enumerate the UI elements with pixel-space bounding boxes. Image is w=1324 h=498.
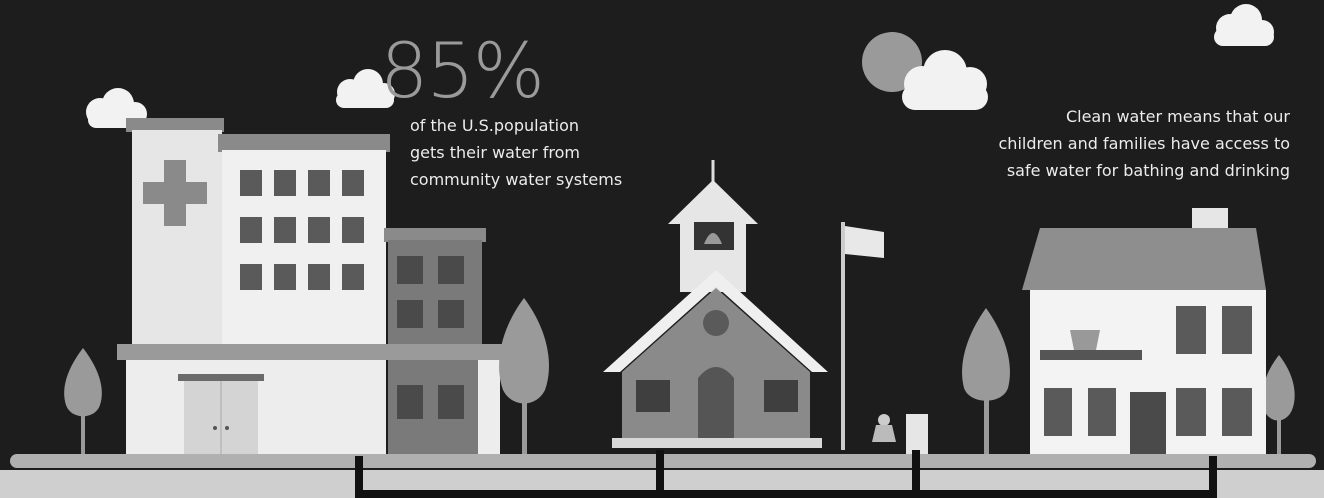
shape — [81, 405, 85, 455]
shape — [1209, 456, 1217, 498]
shape — [1044, 306, 1252, 436]
shape — [1192, 208, 1228, 228]
shape — [1088, 388, 1116, 436]
shape — [704, 233, 722, 244]
message-line: children and families have access to — [999, 134, 1291, 153]
shape — [1070, 330, 1100, 350]
trees — [64, 298, 1295, 455]
shape — [872, 425, 896, 442]
shape — [1222, 306, 1252, 354]
shape — [1176, 306, 1206, 354]
stat-line: gets their water from — [410, 143, 580, 162]
shape — [1277, 410, 1281, 455]
shape — [397, 256, 423, 284]
shape — [64, 348, 102, 417]
shape — [656, 450, 664, 492]
shape — [703, 310, 729, 336]
shape — [841, 222, 845, 450]
shape — [336, 92, 394, 108]
shape — [225, 426, 229, 430]
message-line: Clean water means that our — [1066, 107, 1290, 126]
shape — [274, 217, 296, 243]
shape — [178, 374, 264, 381]
shape — [906, 414, 928, 454]
stat-value: 85% — [380, 26, 543, 115]
shape — [603, 270, 828, 372]
shape — [438, 256, 464, 284]
shape — [218, 134, 390, 152]
message-line: safe water for bathing and drinking — [1007, 161, 1290, 180]
shape — [397, 300, 423, 328]
shape — [274, 264, 296, 290]
shape — [308, 170, 330, 196]
shape — [612, 438, 822, 448]
shape — [274, 170, 296, 196]
shape — [1130, 392, 1166, 455]
stat-line: community water systems — [410, 170, 622, 189]
shape — [902, 84, 988, 110]
school — [603, 160, 928, 454]
shape — [764, 380, 798, 412]
shape — [1040, 350, 1142, 360]
shape — [962, 308, 1010, 401]
shape — [308, 217, 330, 243]
shape — [240, 264, 262, 290]
shape — [308, 264, 330, 290]
shape — [1176, 388, 1206, 436]
shape — [845, 226, 884, 258]
shape — [984, 388, 989, 455]
shape — [355, 456, 363, 498]
shape — [522, 390, 527, 455]
shape — [342, 170, 364, 196]
shape — [342, 264, 364, 290]
shape — [478, 360, 500, 455]
shape — [143, 182, 207, 204]
shape — [636, 380, 670, 412]
shape — [438, 385, 464, 419]
shape — [668, 180, 758, 224]
hospital — [117, 118, 502, 455]
shape — [117, 344, 502, 360]
shape — [1214, 28, 1274, 46]
shape — [384, 228, 486, 242]
ground — [0, 450, 1324, 498]
shape — [355, 490, 1217, 498]
shape — [126, 118, 224, 132]
shape — [499, 298, 549, 404]
shape — [1044, 388, 1072, 436]
shape — [1222, 388, 1252, 436]
shape — [342, 217, 364, 243]
shape — [397, 256, 464, 419]
shape — [1262, 355, 1295, 421]
shape — [240, 170, 262, 196]
shape — [1022, 228, 1266, 290]
shape — [878, 414, 890, 426]
shape — [397, 385, 423, 419]
shape — [912, 450, 920, 492]
house — [1022, 208, 1266, 455]
shape — [240, 170, 364, 290]
shape — [240, 217, 262, 243]
stat-line: of the U.S.population — [410, 116, 579, 135]
shape — [698, 367, 734, 440]
shape — [213, 426, 217, 430]
shape — [438, 300, 464, 328]
